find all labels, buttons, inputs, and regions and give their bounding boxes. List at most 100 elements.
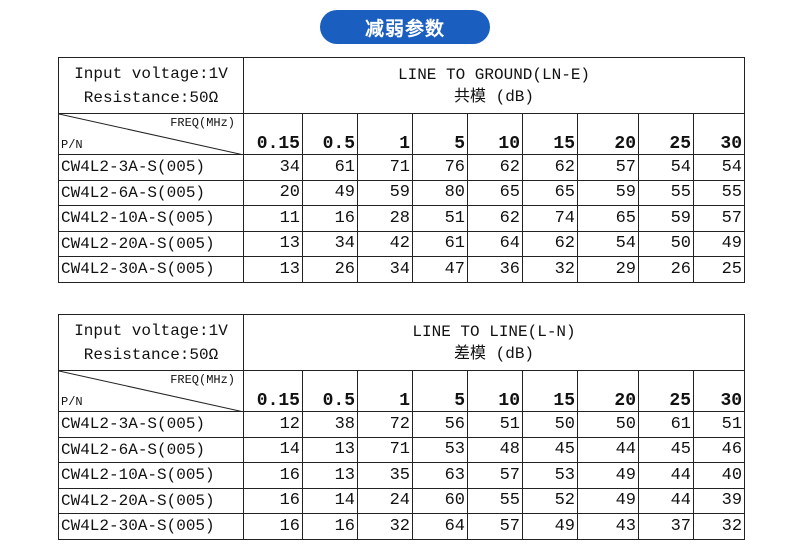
attenuation-value: 65 [522,179,578,206]
table-line-to-line: Input voltage:1V Resistance:50Ω LINE TO LI… [58,314,746,540]
attenuation-value: 53 [412,436,468,463]
pn-label: P/N [61,138,83,152]
freq-label: FREQ(MHz) [170,116,235,130]
attenuation-value: 54 [577,230,639,257]
freq-header: 0.15 [243,113,303,155]
attenuation-value: 61 [412,230,468,257]
table-row: CW4L2-30A-S(005) 16 16 32 64 57 49 43 37 32 [58,513,746,540]
attenuation-value: 26 [638,256,694,283]
attenuation-value: 80 [412,179,468,206]
freq-header: 25 [638,370,694,412]
attenuation-value: 13 [243,256,303,283]
table-row: CW4L2-6A-S(005) 20 49 59 80 65 65 59 55 55 [58,179,746,206]
diagonal-header: FREQ(MHz) P/N [58,370,244,412]
section-heading: 减弱参数 [320,10,490,44]
freq-label: FREQ(MHz) [170,373,235,387]
attenuation-value: 62 [467,205,523,232]
table-row: CW4L2-3A-S(005) 34 61 71 76 62 62 57 54 54 [58,154,746,181]
attenuation-value: 13 [302,462,358,489]
attenuation-value: 50 [638,230,694,257]
attenuation-value: 49 [522,513,578,540]
freq-header: 5 [412,370,468,412]
attenuation-value: 44 [638,462,694,489]
attenuation-value: 32 [692,513,746,540]
freq-header: 0.5 [302,113,358,155]
attenuation-value: 38 [302,411,358,438]
attenuation-value: 14 [243,436,303,463]
attenuation-value: 35 [357,462,413,489]
attenuation-value: 57 [467,462,523,489]
resistance: Resistance:50Ω [83,88,219,107]
attenuation-value: 57 [467,513,523,540]
attenuation-value: 40 [692,462,746,489]
attenuation-value: 47 [412,256,468,283]
attenuation-value: 12 [243,411,303,438]
part-number: CW4L2-3A-S(005) [58,154,244,181]
attenuation-value: 52 [522,487,578,514]
attenuation-value: 34 [357,256,413,283]
table-row: CW4L2-10A-S(005) 11 16 28 51 62 74 65 59 57 [58,205,746,232]
part-number: CW4L2-20A-S(005) [58,487,244,514]
attenuation-value: 49 [577,462,639,489]
freq-header: 10 [467,113,523,155]
attenuation-value: 60 [412,487,468,514]
table-row: CW4L2-30A-S(005) 13 26 34 47 36 32 29 26 25 [58,256,746,283]
attenuation-value: 37 [638,513,694,540]
attenuation-value: 59 [638,205,694,232]
attenuation-value: 36 [467,256,523,283]
attenuation-value: 16 [302,205,358,232]
attenuation-value: 51 [467,411,523,438]
freq-header: 25 [638,113,694,155]
attenuation-value: 32 [522,256,578,283]
table-row: CW4L2-20A-S(005) 16 14 24 60 55 52 49 44 39 [58,487,746,514]
freq-header: 0.5 [302,370,358,412]
table-row: CW4L2-10A-S(005) 16 13 35 63 57 53 49 44 40 [58,462,746,489]
table-subtitle: 差模 (dB) [454,344,535,363]
attenuation-value: 29 [577,256,639,283]
attenuation-value: 34 [243,154,303,181]
attenuation-value: 50 [522,411,578,438]
attenuation-value: 46 [692,436,746,463]
attenuation-value: 49 [302,179,358,206]
attenuation-value: 56 [412,411,468,438]
attenuation-value: 55 [467,487,523,514]
attenuation-value: 74 [522,205,578,232]
attenuation-value: 54 [692,154,746,181]
attenuation-value: 20 [243,179,303,206]
freq-header: 1 [357,113,413,155]
freq-header: 5 [412,113,468,155]
attenuation-value: 11 [243,205,303,232]
part-number: CW4L2-30A-S(005) [58,513,244,540]
table-title-cell: LINE TO LINE(L-N) 差模 (dB) [242,314,746,371]
attenuation-value: 65 [577,205,639,232]
attenuation-value: 57 [692,205,746,232]
attenuation-value: 39 [692,487,746,514]
freq-header: 20 [577,370,639,412]
freq-header: 30 [692,370,746,412]
attenuation-value: 62 [522,230,578,257]
attenuation-value: 51 [692,411,746,438]
table-row: CW4L2-6A-S(005) 14 13 71 53 48 45 44 45 46 [58,436,746,463]
pn-label: P/N [61,395,83,409]
attenuation-value: 16 [243,513,303,540]
attenuation-value: 72 [357,411,413,438]
attenuation-value: 54 [638,154,694,181]
table-title-cell: LINE TO GROUND(LN-E) 共模 (dB) [242,57,746,114]
table-row: CW4L2-20A-S(005) 13 34 42 61 64 62 54 50 49 [58,230,746,257]
part-number: CW4L2-20A-S(005) [58,230,244,257]
attenuation-value: 53 [522,462,578,489]
attenuation-value: 45 [638,436,694,463]
attenuation-value: 57 [577,154,639,181]
part-number: CW4L2-10A-S(005) [58,205,244,232]
attenuation-value: 44 [577,436,639,463]
attenuation-value: 59 [577,179,639,206]
attenuation-value: 64 [467,230,523,257]
attenuation-value: 49 [577,487,639,514]
attenuation-value: 16 [243,487,303,514]
freq-header: 30 [692,113,746,155]
attenuation-value: 61 [638,411,694,438]
diagonal-line [59,114,240,154]
table-title: LINE TO LINE(L-N) [412,322,576,341]
freq-header: 15 [522,370,578,412]
attenuation-value: 25 [692,256,746,283]
